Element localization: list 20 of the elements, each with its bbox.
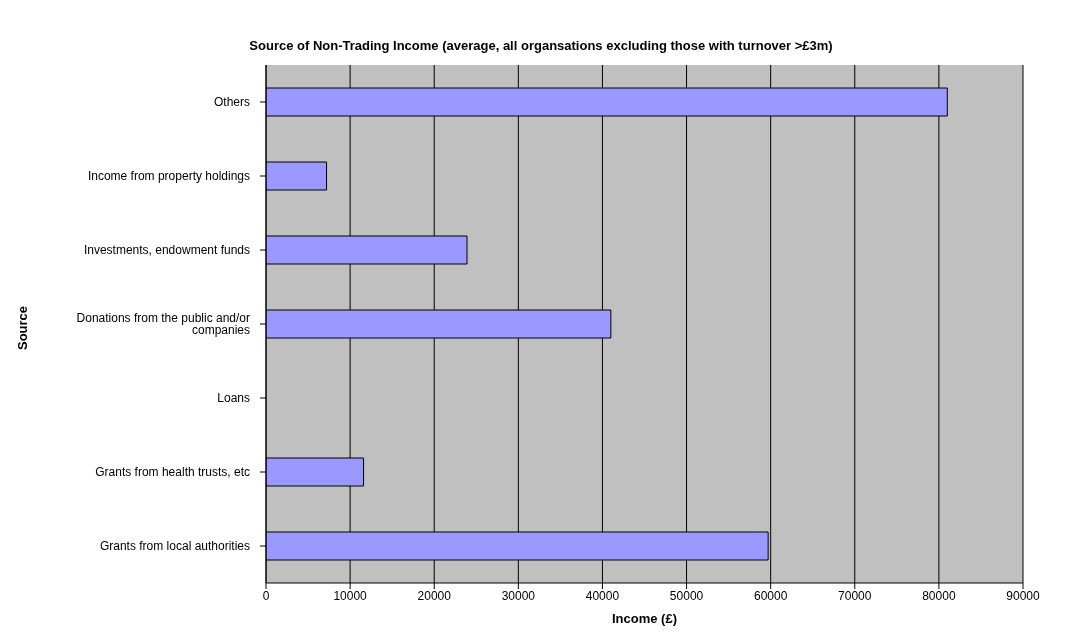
y-tick-label: Others	[213, 95, 250, 110]
y-tick-label: Grants from health trusts, etc	[95, 465, 250, 480]
x-axis-title: Income (£)	[611, 611, 678, 626]
y-tick-label: Loans	[217, 391, 250, 406]
x-tick-label: 50000	[669, 588, 704, 603]
chart-title: Source of Non-Trading Income (average, all organsations excluding those with turnover >£3m)	[248, 38, 834, 53]
y-axis-title: Source	[14, 305, 30, 351]
y-tick-label: Grants from local authorities	[99, 539, 250, 554]
x-tick-label: 90000	[1006, 588, 1041, 603]
x-tick-label: 80000	[922, 588, 956, 603]
x-tick-label: 30000	[501, 588, 536, 603]
x-tick-label: 70000	[838, 588, 872, 603]
y-tick-label: Investments, endowment funds	[83, 243, 250, 258]
x-tick-label: 60000	[753, 588, 788, 603]
x-tick-label: 10000	[333, 588, 368, 603]
x-tick-label: 0	[262, 588, 270, 603]
x-tick-label: 40000	[585, 588, 620, 603]
x-tick-label: 20000	[417, 588, 452, 603]
y-tick-label: Income from property holdings	[87, 169, 250, 184]
y-tick-label: Donations from the public and/or companies	[76, 311, 250, 338]
